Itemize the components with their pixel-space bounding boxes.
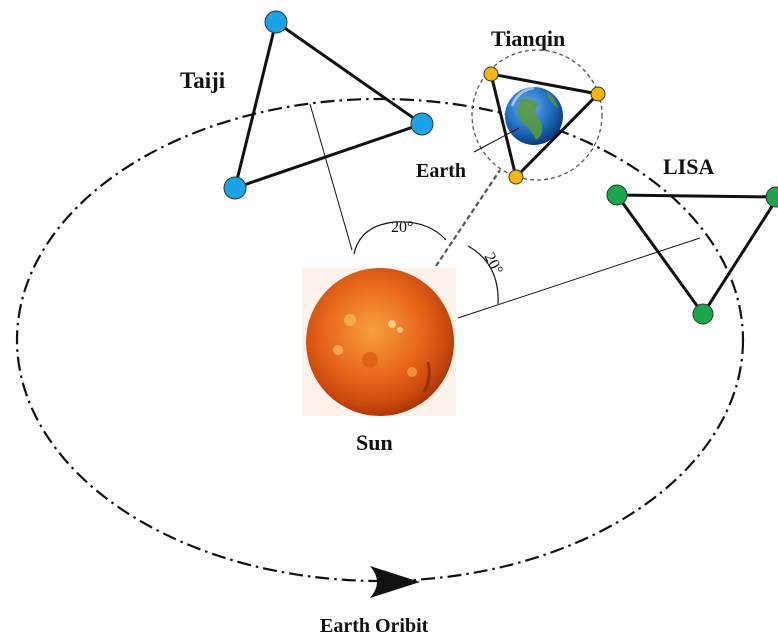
tianqin-node-bottom [508, 169, 524, 185]
sun-label: Sun [356, 430, 393, 455]
sun-to-taiji-line [309, 103, 353, 251]
earth-land [517, 98, 543, 140]
direction-arrow-icon [370, 566, 420, 598]
sun-to-tianqin-line [435, 169, 501, 267]
tianqin-node-top [483, 66, 499, 82]
taiji-label: Taiji [180, 68, 226, 93]
sun-to-lisa-line [457, 237, 701, 319]
lisa-node-bottom [692, 303, 714, 325]
tianqin-label: Tianqin [491, 26, 565, 51]
angle-arc-right [467, 245, 499, 305]
angle-arc-left [353, 221, 447, 255]
lisa-label: LISA [663, 154, 714, 179]
tianqin-orbit-circle [471, 49, 603, 181]
angle-label-right: 20° [480, 250, 506, 278]
earth-pointer-line [473, 127, 520, 153]
taiji-node-left [223, 176, 247, 200]
tianqin-node-right [590, 86, 606, 102]
taiji-node-top [264, 10, 288, 34]
taiji-constellation [223, 10, 434, 200]
lisa-node-right [765, 186, 778, 208]
angle-label-left: 20° [391, 219, 413, 236]
orbit-label: Earth Oribit [320, 615, 429, 637]
earth-label: Earth [416, 160, 466, 182]
lisa-node-left [606, 184, 628, 206]
lisa-constellation [606, 184, 778, 325]
sun-icon [302, 268, 456, 416]
tianqin-constellation [471, 49, 606, 185]
taiji-node-right [410, 112, 434, 136]
